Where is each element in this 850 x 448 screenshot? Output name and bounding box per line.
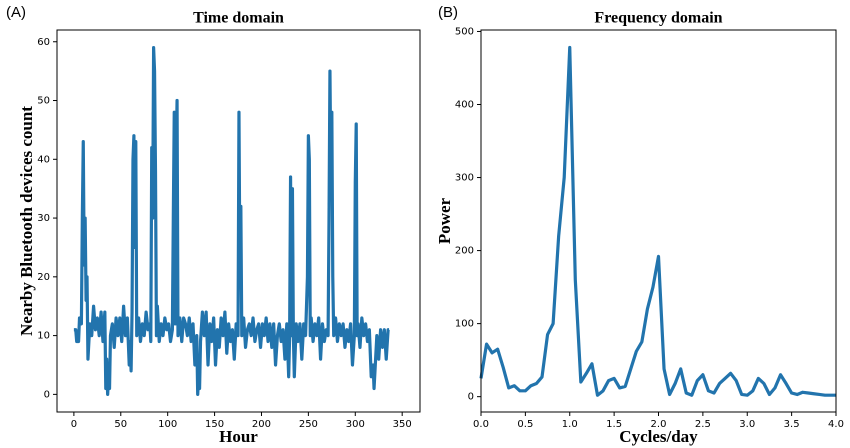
y-tick-label: 0 [44,389,50,400]
x-axis-label: Hour [219,427,258,446]
y-tick-label: 200 [455,246,474,257]
x-tick-label: 200 [252,419,271,430]
axes-frame [480,29,837,413]
x-tick-label: 2.0 [651,419,667,430]
x-tick-label: 1.0 [562,419,578,430]
x-tick-label: 250 [299,419,318,430]
x-tick-label: 300 [346,419,365,430]
chart-title: Time domain [193,10,284,27]
y-tick-label: 0 [468,392,474,403]
y-tick-label: 50 [37,96,50,107]
y-tick-label: 500 [455,26,474,37]
x-axis-label: Cycles/day [619,427,698,446]
x-tick-label: 0.0 [473,419,489,430]
x-tick-label: 100 [158,419,177,430]
x-tick-label: 150 [205,419,224,430]
y-axis-label: Nearby Bluetooth devices count [17,106,36,336]
x-tick-label: 1.5 [606,419,622,430]
y-tick-label: 60 [37,37,50,48]
y-tick-label: 10 [37,331,50,342]
y-tick-label: 40 [37,154,50,165]
panel-label: (A) [6,4,26,21]
panel-label: (B) [438,4,458,21]
y-tick-label: 100 [455,319,474,330]
x-tick-label: 3.0 [739,419,755,430]
chart-title: Frequency domain [594,10,722,27]
x-tick-label: 0.5 [517,419,533,430]
y-tick-label: 300 [455,173,474,184]
y-tick-label: 20 [37,272,50,283]
x-tick-label: 50 [114,419,127,430]
data-line [73,46,390,396]
y-tick-label: 400 [455,100,474,111]
y-tick-label: 30 [37,213,50,224]
x-tick-label: 0 [71,419,77,430]
x-tick-label: 3.5 [784,419,800,430]
y-axis-label: Power [435,197,454,244]
axes-frame [56,29,421,413]
data-line [479,45,836,397]
x-tick-label: 2.5 [695,419,711,430]
x-tick-label: 350 [393,419,412,430]
x-tick-label: 4.0 [828,419,844,430]
